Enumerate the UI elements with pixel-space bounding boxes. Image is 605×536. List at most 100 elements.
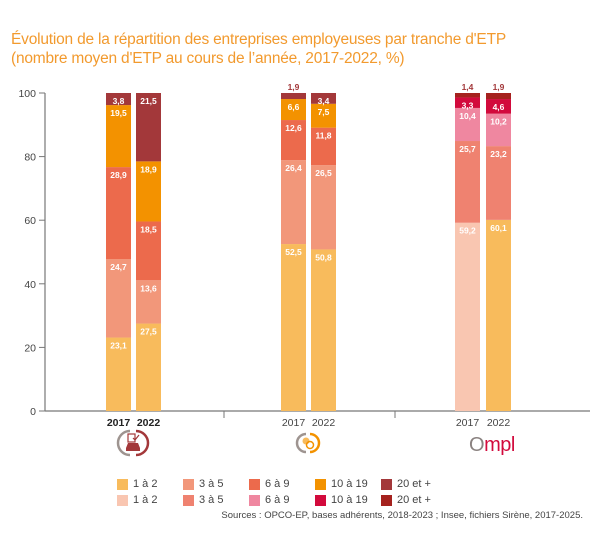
legend-item: 10 à 19 xyxy=(315,494,381,506)
legend-swatch xyxy=(315,478,326,490)
bar-segment-2022-5 xyxy=(136,93,161,162)
data-label: 18,9 xyxy=(140,164,157,174)
legend-item: 6 à 9 xyxy=(249,478,315,490)
chart-title-line-2: (nombre moyen d'ETP au cours de l’année,… xyxy=(11,50,405,67)
legend-label: 1 à 2 xyxy=(133,478,158,490)
data-label: 59,2 xyxy=(459,226,476,236)
bar-segment-2022-4 xyxy=(486,99,511,114)
bar-segment-2017-2 xyxy=(455,141,480,223)
data-label: 27,5 xyxy=(140,327,157,337)
bar-segment-2017-5 xyxy=(106,93,131,106)
bar-segment-2022-1 xyxy=(311,249,336,411)
data-label: 12,6 xyxy=(285,123,302,133)
legend-swatch xyxy=(117,494,128,506)
legend-label: 10 à 19 xyxy=(331,478,368,490)
legend-label: 10 à 19 xyxy=(331,494,368,506)
bar-segment-2017-4 xyxy=(106,105,131,168)
legend-swatch xyxy=(249,478,260,490)
bar-segment-2022-2 xyxy=(486,146,511,220)
data-label: 18,5 xyxy=(140,224,157,234)
chart-title: Évolution de la répartition des entrepri… xyxy=(11,30,506,68)
bar-segment-2017-2 xyxy=(106,258,131,338)
opco-ep-icon xyxy=(295,432,321,454)
data-label: 11,8 xyxy=(315,131,331,141)
data-label: 19,5 xyxy=(110,108,127,118)
bar-segment-2022-1 xyxy=(136,323,161,411)
bar-segment-2017-1 xyxy=(281,244,306,411)
legend-label: 20 et + xyxy=(397,494,431,506)
bar-segment-2022-5 xyxy=(311,93,336,104)
data-label: 1,9 xyxy=(288,82,300,92)
bar-segment-2022-3 xyxy=(311,127,336,166)
bar-segment-2022-4 xyxy=(136,161,161,222)
data-label: 60,1 xyxy=(490,223,507,233)
bar-segment-2022-3 xyxy=(136,221,161,281)
legend-swatch xyxy=(183,494,194,506)
legend-swatch xyxy=(183,478,194,490)
legend-item: 3 à 5 xyxy=(183,478,249,490)
bar-segment-2017-4 xyxy=(455,97,480,108)
bar-segment-2022-2 xyxy=(136,280,161,324)
legend-label: 3 à 5 xyxy=(199,478,224,490)
bar-segment-2022-4 xyxy=(311,103,336,128)
bar-segment-2022-5 xyxy=(486,93,511,100)
group-ompl: 59,2 25,7 10,43,3 1,4 2017 60,1 23,2 10,2 4,6 1,9… xyxy=(455,82,511,429)
legend-row-1: 1 à 2 3 à 5 6 à 9 10 à 19 20 et + xyxy=(117,476,447,492)
bar-segment-2017-2 xyxy=(281,160,306,245)
data-label: 13,6 xyxy=(140,283,157,293)
data-label: 10,4 xyxy=(459,111,476,121)
data-label: 26,5 xyxy=(315,168,332,178)
bar-segment-2017-3 xyxy=(455,107,480,142)
data-label: 23,1 xyxy=(110,341,127,351)
chart-title-line-1: Évolution de la répartition des entrepri… xyxy=(11,31,506,48)
ompl-logo-text: mpl xyxy=(484,434,515,456)
data-label: 10,2 xyxy=(490,117,507,127)
ompl-logo-o: O xyxy=(469,434,485,456)
data-label: 1,9 xyxy=(493,82,505,92)
y-tick-label: 80 xyxy=(24,152,36,164)
x-tick-label-2022: 2022 xyxy=(137,417,161,429)
bar-segment-2017-1 xyxy=(455,222,480,411)
x-tick-label-2017: 2017 xyxy=(456,417,480,429)
legend-item: 20 et + xyxy=(381,494,447,506)
y-tick-label: 100 xyxy=(18,88,36,100)
source-note: Sources : OPCO-EP, bases adhérents, 2018… xyxy=(221,510,583,521)
legend-label: 6 à 9 xyxy=(265,494,290,506)
x-tick-label-2022: 2022 xyxy=(312,417,336,429)
legend-item: 10 à 19 xyxy=(315,478,381,490)
x-tick-label-2017: 2017 xyxy=(107,417,131,429)
chart-legend: 1 à 2 3 à 5 6 à 9 10 à 19 20 et + 1 à 2 3 à 5… xyxy=(117,476,447,508)
legend-label: 1 à 2 xyxy=(133,494,158,506)
data-label: 3,3 xyxy=(462,100,474,110)
legend-item: 3 à 5 xyxy=(183,494,249,506)
ompl-logo: Ompl xyxy=(469,434,515,457)
group-opco-ep: 52,5 26,4 12,6 6,6 1,9 2017 50,8 26,5 11,8 7,53,4… xyxy=(281,82,336,429)
data-label: 7,5 xyxy=(318,107,330,117)
data-label: 24,7 xyxy=(110,262,127,272)
legend-row-2: 1 à 2 3 à 5 6 à 9 10 à 19 20 et + xyxy=(117,492,447,508)
legend-label: 3 à 5 xyxy=(199,494,224,506)
data-label: 25,7 xyxy=(459,144,476,154)
x-tick-label-2022: 2022 xyxy=(487,417,511,429)
y-tick-label: 40 xyxy=(24,279,36,291)
y-tick-label: 0 xyxy=(30,406,36,418)
data-label: 3,8 xyxy=(113,96,125,106)
legend-swatch xyxy=(315,494,326,506)
data-label: 52,5 xyxy=(285,247,302,257)
data-label: 21,5 xyxy=(140,96,157,106)
bar-segment-2017-5 xyxy=(281,93,306,100)
legend-swatch xyxy=(117,478,128,490)
data-label: 4,6 xyxy=(493,102,505,112)
y-tick-label: 60 xyxy=(24,215,36,227)
data-label: 28,9 xyxy=(110,170,127,180)
bar-segment-2017-1 xyxy=(106,337,131,411)
bar-segment-2022-2 xyxy=(311,165,336,250)
legend-label: 6 à 9 xyxy=(265,478,290,490)
bar-segment-2022-1 xyxy=(486,219,511,411)
bar-segment-2017-5 xyxy=(455,93,480,98)
group-car: 23,1 24,7 28,9 19,5 3,8 2017 27,5 13,6 18,5 18,9 2… xyxy=(106,93,161,429)
legend-swatch xyxy=(381,478,392,490)
data-label: 23,2 xyxy=(490,149,507,159)
data-label: 3,4 xyxy=(318,96,330,106)
